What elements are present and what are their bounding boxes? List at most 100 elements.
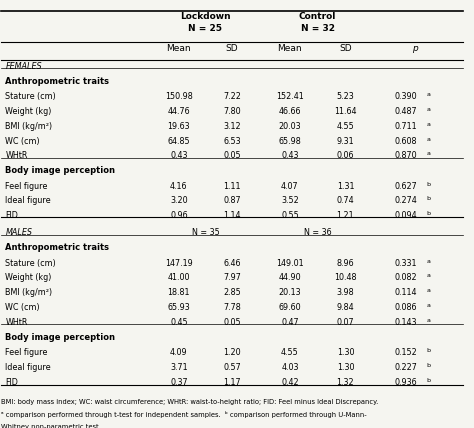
Text: 0.608: 0.608: [394, 137, 417, 146]
Text: 0.331: 0.331: [394, 259, 417, 268]
Text: p: p: [412, 44, 418, 53]
Text: 1.11: 1.11: [223, 182, 241, 191]
Text: 69.60: 69.60: [279, 303, 301, 312]
Text: 0.936: 0.936: [394, 377, 417, 386]
Text: 0.711: 0.711: [394, 122, 417, 131]
Text: Control
N = 32: Control N = 32: [299, 12, 337, 33]
Text: 64.85: 64.85: [167, 137, 190, 146]
Text: 1.21: 1.21: [337, 211, 354, 220]
Text: Stature (cm): Stature (cm): [5, 259, 56, 268]
Text: 0.227: 0.227: [394, 363, 417, 372]
Text: a: a: [427, 137, 430, 142]
Text: 5.23: 5.23: [337, 92, 354, 101]
Text: b: b: [427, 196, 430, 202]
Text: a: a: [427, 288, 430, 293]
Text: 7.80: 7.80: [223, 107, 241, 116]
Text: 4.03: 4.03: [281, 363, 299, 372]
Text: 0.43: 0.43: [281, 152, 299, 160]
Text: b: b: [427, 377, 430, 383]
Text: 0.870: 0.870: [394, 152, 417, 160]
Text: BMI (kg/m²): BMI (kg/m²): [5, 288, 53, 297]
Text: 4.07: 4.07: [281, 182, 299, 191]
Text: BMI: body mass index; WC: waist circumference; WHtR: waist-to-height ratio; FID:: BMI: body mass index; WC: waist circumfe…: [0, 398, 378, 404]
Text: 4.09: 4.09: [170, 348, 188, 357]
Text: WHtR: WHtR: [5, 152, 27, 160]
Text: Anthropometric traits: Anthropometric traits: [5, 77, 109, 86]
Text: 0.07: 0.07: [337, 318, 354, 327]
Text: 0.627: 0.627: [394, 182, 417, 191]
Text: 0.42: 0.42: [281, 377, 299, 386]
Text: 152.41: 152.41: [276, 92, 304, 101]
Text: 46.66: 46.66: [279, 107, 301, 116]
Text: SD: SD: [339, 44, 352, 53]
Text: 0.082: 0.082: [394, 273, 417, 282]
Text: 3.12: 3.12: [223, 122, 241, 131]
Text: 0.487: 0.487: [394, 107, 417, 116]
Text: 0.05: 0.05: [223, 152, 241, 160]
Text: 0.390: 0.390: [394, 92, 417, 101]
Text: N = 36: N = 36: [304, 229, 331, 238]
Text: 149.01: 149.01: [276, 259, 304, 268]
Text: a: a: [427, 259, 430, 264]
Text: 7.97: 7.97: [223, 273, 241, 282]
Text: 0.43: 0.43: [170, 152, 188, 160]
Text: 7.78: 7.78: [223, 303, 241, 312]
Text: FEMALES: FEMALES: [5, 62, 42, 71]
Text: 6.53: 6.53: [223, 137, 241, 146]
Text: 9.84: 9.84: [337, 303, 354, 312]
Text: FID: FID: [5, 211, 18, 220]
Text: 19.63: 19.63: [167, 122, 190, 131]
Text: b: b: [427, 211, 430, 216]
Text: 0.57: 0.57: [223, 363, 241, 372]
Text: 1.20: 1.20: [223, 348, 241, 357]
Text: N = 35: N = 35: [191, 229, 219, 238]
Text: Anthropometric traits: Anthropometric traits: [5, 243, 109, 252]
Text: 0.55: 0.55: [281, 211, 299, 220]
Text: 0.094: 0.094: [394, 211, 417, 220]
Text: 65.98: 65.98: [279, 137, 301, 146]
Text: SD: SD: [226, 44, 238, 53]
Text: 0.96: 0.96: [170, 211, 188, 220]
Text: 8.96: 8.96: [337, 259, 354, 268]
Text: 4.16: 4.16: [170, 182, 188, 191]
Text: Whitney non-parametric test.: Whitney non-parametric test.: [0, 424, 100, 428]
Text: Ideal figure: Ideal figure: [5, 196, 51, 205]
Text: b: b: [427, 348, 430, 353]
Text: Body image perception: Body image perception: [5, 166, 115, 175]
Text: Mean: Mean: [278, 44, 302, 53]
Text: a: a: [427, 152, 430, 156]
Text: Stature (cm): Stature (cm): [5, 92, 56, 101]
Text: 0.086: 0.086: [394, 303, 417, 312]
Text: 1.30: 1.30: [337, 348, 354, 357]
Text: Lockdown
N = 25: Lockdown N = 25: [180, 12, 231, 33]
Text: 1.31: 1.31: [337, 182, 354, 191]
Text: FID: FID: [5, 377, 18, 386]
Text: WHtR: WHtR: [5, 318, 27, 327]
Text: b: b: [427, 182, 430, 187]
Text: 0.152: 0.152: [394, 348, 417, 357]
Text: 0.06: 0.06: [337, 152, 354, 160]
Text: 7.22: 7.22: [223, 92, 241, 101]
Text: 3.98: 3.98: [337, 288, 354, 297]
Text: 1.32: 1.32: [337, 377, 354, 386]
Text: 3.71: 3.71: [170, 363, 188, 372]
Text: a: a: [427, 107, 430, 112]
Text: 0.74: 0.74: [337, 196, 354, 205]
Text: 4.55: 4.55: [337, 122, 354, 131]
Text: 44.76: 44.76: [167, 107, 190, 116]
Text: 0.143: 0.143: [394, 318, 417, 327]
Text: Mean: Mean: [166, 44, 191, 53]
Text: a: a: [427, 273, 430, 279]
Text: 1.14: 1.14: [223, 211, 241, 220]
Text: 1.30: 1.30: [337, 363, 354, 372]
Text: Weight (kg): Weight (kg): [5, 107, 52, 116]
Text: Feel figure: Feel figure: [5, 182, 48, 191]
Text: 9.31: 9.31: [337, 137, 354, 146]
Text: MALES: MALES: [5, 229, 32, 238]
Text: 3.20: 3.20: [170, 196, 188, 205]
Text: 65.93: 65.93: [167, 303, 190, 312]
Text: WC (cm): WC (cm): [5, 137, 40, 146]
Text: a: a: [427, 318, 430, 323]
Text: Ideal figure: Ideal figure: [5, 363, 51, 372]
Text: ᵃ comparison performed through t-test for independent samples.  ᵇ comparison per: ᵃ comparison performed through t-test fo…: [0, 411, 366, 418]
